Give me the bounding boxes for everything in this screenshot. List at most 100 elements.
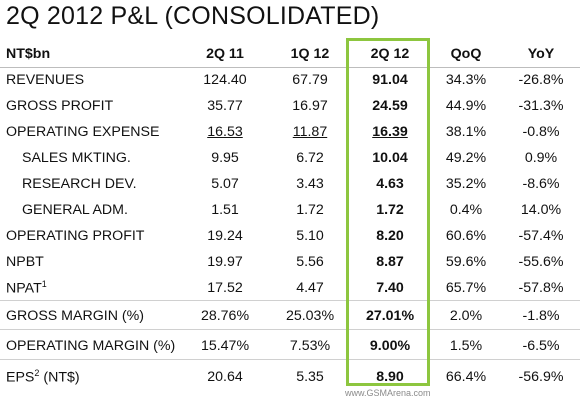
cell-yoy: -26.8% (502, 67, 580, 93)
cell-yoy: -56.9% (502, 361, 580, 392)
cell-1q12-value: 4.47 (296, 280, 324, 296)
footnote-marker: 1 (41, 279, 47, 290)
pl-table: NT$bn 2Q 11 1Q 12 2Q 12 QoQ YoY REVENUES… (0, 40, 580, 392)
cell-1q12-value: 3.43 (296, 176, 324, 192)
cell-yoy: -6.5% (502, 330, 580, 361)
cell-2q12-value: 10.04 (372, 150, 408, 166)
cell-2q11-value: 16.53 (207, 124, 243, 140)
row-divider (0, 300, 580, 301)
cell-yoy: -31.3% (502, 93, 580, 119)
cell-2q12-value: 8.20 (376, 228, 404, 244)
cell-yoy: 0.9% (502, 145, 580, 171)
row-label-text: NPAT (6, 280, 42, 297)
row-label: NPAT1 (0, 275, 180, 301)
cell-2q12-value: 27.01% (365, 307, 415, 324)
cell-1q12-value: 67.79 (292, 72, 328, 88)
table-row: REVENUES 124.40 67.79 91.04 34.3% -26.8% (0, 67, 580, 93)
cell-2q12: 8.87 (350, 249, 430, 275)
cell-yoy: -57.8% (502, 275, 580, 301)
cell-2q12: 1.72 (350, 197, 430, 223)
row-label-text: GROSS MARGIN (%) (6, 307, 144, 324)
cell-2q11: 19.97 (180, 249, 270, 275)
cell-1q12: 67.79 (270, 67, 350, 93)
cell-qoq-value: 65.7% (445, 280, 487, 296)
cell-2q12: 27.01% (350, 301, 430, 330)
current-quarter-highlight (346, 38, 430, 386)
cell-yoy-value: -57.4% (518, 228, 564, 244)
cell-yoy-value: 0.9% (524, 150, 558, 166)
cell-2q12-value: 8.87 (376, 254, 404, 270)
table-row: GROSS PROFIT 35.77 16.97 24.59 44.9% -31.3% (0, 93, 580, 119)
footnote-marker: 2 (34, 367, 40, 378)
table-row: OPERATING EXPENSE 16.53 11.87 16.39 38.1% -0.… (0, 119, 580, 145)
watermark: www.GSMArena.com (345, 388, 431, 398)
cell-yoy-value: -6.5% (522, 337, 560, 354)
cell-1q12: 6.72 (270, 145, 350, 171)
col-header-1q12: 1Q 12 (290, 45, 330, 62)
row-divider (0, 329, 580, 330)
header-divider (0, 67, 580, 68)
cell-2q11-value: 5.07 (211, 176, 239, 192)
cell-2q11-value: 1.51 (211, 202, 239, 218)
cell-qoq: 49.2% (430, 145, 502, 171)
cell-qoq: 1.5% (430, 330, 502, 361)
cell-1q12-value: 5.56 (296, 254, 324, 270)
cell-2q11-value: 15.47% (200, 337, 250, 354)
cell-2q11: 28.76% (180, 301, 270, 330)
row-label-suffix: (NT$) (39, 369, 80, 386)
cell-qoq: 65.7% (430, 275, 502, 301)
cell-2q12-value: 16.39 (372, 124, 408, 140)
cell-1q12: 4.47 (270, 275, 350, 301)
col-header-2q12: 2Q 12 (370, 45, 410, 62)
row-label-text: SALES MKTING. (22, 150, 131, 166)
row-label-text: GROSS PROFIT (6, 98, 114, 114)
cell-2q12-value: 7.40 (376, 280, 404, 296)
cell-2q12: 24.59 (350, 93, 430, 119)
cell-2q11-value: 9.95 (211, 150, 239, 166)
cell-2q12: 8.20 (350, 223, 430, 249)
cell-2q12: 10.04 (350, 145, 430, 171)
cell-1q12: 1.72 (270, 197, 350, 223)
row-label: RESEARCH DEV. (0, 171, 180, 197)
cell-2q11: 17.52 (180, 275, 270, 301)
cell-2q11: 1.51 (180, 197, 270, 223)
cell-1q12-value: 5.35 (296, 368, 324, 385)
cell-1q12: 11.87 (270, 119, 350, 145)
col-header-yoy: YoY (527, 45, 555, 62)
cell-2q12-value: 24.59 (372, 98, 408, 114)
cell-2q11: 20.64 (180, 361, 270, 392)
cell-qoq-value: 34.3% (445, 72, 487, 88)
cell-yoy-value: 14.0% (520, 202, 562, 218)
cell-qoq-value: 66.4% (445, 368, 487, 385)
cell-2q11-value: 124.40 (203, 72, 247, 88)
cell-1q12: 5.35 (270, 361, 350, 392)
cell-2q12: 9.00% (350, 330, 430, 361)
row-label: REVENUES (0, 67, 180, 93)
cell-2q11: 15.47% (180, 330, 270, 361)
row-label-text: EPS (6, 369, 35, 386)
cell-2q12-value: 1.72 (376, 202, 404, 218)
cell-yoy-value: -55.6% (518, 254, 564, 270)
cell-2q12-value: 8.90 (376, 368, 404, 385)
table-row: OPERATING MARGIN (%) 15.47% 7.53% 9.00% 1.5%… (0, 330, 580, 361)
cell-1q12: 3.43 (270, 171, 350, 197)
col-header-qoq: QoQ (450, 45, 482, 62)
cell-2q11-value: 19.24 (207, 228, 243, 244)
cell-qoq-value: 59.6% (445, 254, 487, 270)
row-divider (0, 359, 580, 360)
cell-qoq-value: 38.1% (445, 124, 487, 140)
cell-2q12: 16.39 (350, 119, 430, 145)
cell-qoq-value: 2.0% (449, 307, 483, 324)
cell-2q11-value: 35.77 (207, 98, 243, 114)
cell-yoy-value: -31.3% (518, 98, 564, 114)
row-label: GENERAL ADM. (0, 197, 180, 223)
cell-1q12: 16.97 (270, 93, 350, 119)
row-label: OPERATING MARGIN (%) (0, 330, 180, 361)
table-row: GENERAL ADM. 1.51 1.72 1.72 0.4% 14.0% (0, 197, 580, 223)
cell-1q12: 25.03% (270, 301, 350, 330)
cell-1q12: 5.56 (270, 249, 350, 275)
cell-yoy-value: -26.8% (518, 72, 564, 88)
cell-qoq: 34.3% (430, 67, 502, 93)
cell-1q12-value: 7.53% (289, 337, 331, 354)
table-row: SALES MKTING. 9.95 6.72 10.04 49.2% 0.9% (0, 145, 580, 171)
